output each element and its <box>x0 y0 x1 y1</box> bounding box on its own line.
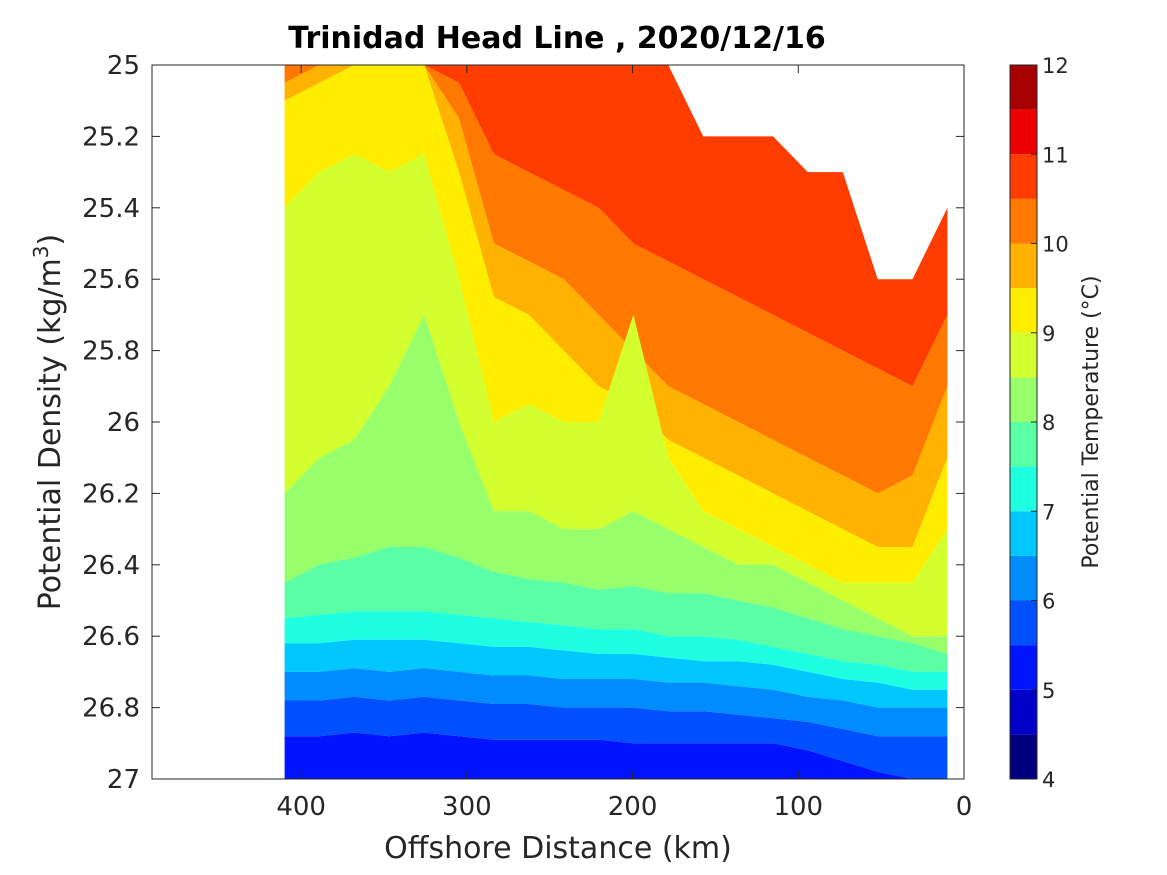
colorbar-band <box>1010 198 1037 244</box>
contour-band <box>284 154 948 637</box>
x-axis: 400 300 200 100 0 <box>276 65 972 822</box>
y-axis-label-superscript: 3 <box>29 245 53 258</box>
x-axis-label: Offshore Distance (km) <box>384 831 732 866</box>
colorbar-band <box>1010 466 1037 512</box>
colorbar-tick-label: 4 <box>1042 768 1055 792</box>
colorbar-band <box>1010 65 1037 110</box>
colorbar-tick-label: 11 <box>1042 143 1069 167</box>
colorbar-band <box>1010 555 1037 601</box>
y-axis-label-close: ) <box>33 234 68 246</box>
contour-band <box>284 65 948 387</box>
contour-band <box>284 65 948 494</box>
colorbar-tick-label: 12 <box>1042 54 1069 78</box>
colorbar-tick-label: 6 <box>1042 590 1055 614</box>
colorbar-band <box>1010 154 1037 199</box>
y-tick-label: 25.8 <box>82 337 140 367</box>
colorbar-band <box>1010 288 1037 333</box>
y-tick-label: 27 <box>107 765 140 795</box>
contour-band <box>284 65 948 583</box>
y-tick-label: 25.6 <box>82 265 140 295</box>
colorbar-band <box>1010 645 1037 690</box>
contour-band <box>284 732 948 779</box>
contour-band <box>284 314 948 654</box>
chart-title: Trinidad Head Line , 2020/12/16 <box>288 21 825 56</box>
contour-band <box>284 65 948 547</box>
x-tick-label: 200 <box>608 792 658 822</box>
plot-area: 400 300 200 100 0 25 25.2 25.4 25.6 25.8 26 26.2 26… <box>82 51 972 822</box>
contour-band <box>284 668 948 737</box>
colorbar-ticks: 4 5 6 7 8 9 10 11 12 <box>1031 54 1069 792</box>
contour-band <box>284 611 948 690</box>
colorbar-tick-label: 8 <box>1042 411 1055 435</box>
x-tick-label: 400 <box>276 792 326 822</box>
y-tick-label: 26 <box>107 408 140 438</box>
colorbar-tick-label: 10 <box>1042 233 1069 257</box>
y-tick-label: 26.2 <box>82 479 140 509</box>
colorbar-tick-label: 7 <box>1042 500 1055 524</box>
y-tick-label: 26.4 <box>82 551 140 581</box>
colorbar-band <box>1010 243 1037 289</box>
y-axis-label: Potential Density (kg/m3) <box>29 234 68 610</box>
colorbar-band <box>1010 109 1037 155</box>
colorbar-band <box>1010 689 1037 735</box>
x-tick-label: 0 <box>956 792 973 822</box>
contour-fills <box>284 65 948 779</box>
y-tick-label: 25 <box>107 51 140 81</box>
y-axis: 25 25.2 25.4 25.6 25.8 26 26.2 26.4 26.6 26.8 27 <box>82 51 964 795</box>
y-tick-label: 26.6 <box>82 622 140 652</box>
contour-band <box>284 547 948 672</box>
colorbar-band <box>1010 332 1037 378</box>
y-tick-label: 26.8 <box>82 694 140 724</box>
colorbar-band <box>1010 600 1037 646</box>
colorbar-band <box>1010 422 1037 467</box>
contour-band <box>284 696 948 779</box>
colorbar-band <box>1010 511 1037 556</box>
colorbar: 4 5 6 7 8 9 10 11 12 Potential Temperature (°C) <box>1009 54 1104 792</box>
x-tick-label: 300 <box>442 792 492 822</box>
x-tick-label: 100 <box>773 792 823 822</box>
y-tick-label: 25.2 <box>82 122 140 152</box>
colorbar-bands <box>1010 65 1037 779</box>
contour-band <box>284 639 948 708</box>
colorbar-tick-label: 5 <box>1042 679 1055 703</box>
colorbar-label: Potential Temperature (°C) <box>1079 275 1104 568</box>
colorbar-tick-label: 9 <box>1042 322 1055 346</box>
y-axis-label-text: Potential Density (kg/m <box>33 258 68 610</box>
colorbar-band <box>1010 377 1037 422</box>
colorbar-band <box>1010 734 1037 779</box>
y-tick-label: 25.4 <box>82 194 140 224</box>
